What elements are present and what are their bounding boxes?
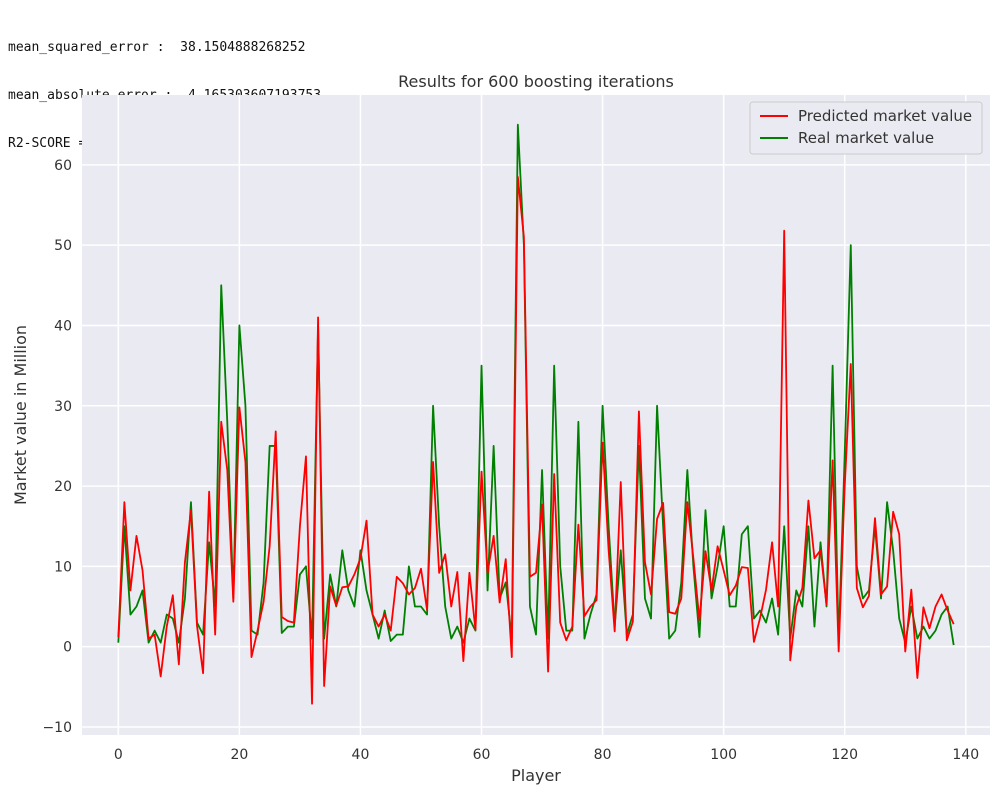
x-tick-label: 140	[952, 747, 979, 763]
legend-label: Real market value	[798, 129, 934, 147]
y-tick-label: 50	[54, 238, 72, 254]
y-tick-label: −10	[42, 720, 72, 736]
x-tick-label: 20	[230, 747, 248, 763]
legend-label: Predicted market value	[798, 107, 972, 125]
y-tick-label: 20	[54, 479, 72, 495]
y-tick-label: 10	[54, 559, 72, 575]
x-tick-label: 100	[710, 747, 737, 763]
y-tick-label: 60	[54, 158, 72, 174]
series-lines	[117, 123, 955, 705]
x-tick-label: 40	[352, 747, 370, 763]
y-tick-label: 40	[54, 318, 72, 334]
legend: Predicted market value Real market value	[749, 101, 983, 155]
predicted-series-line	[117, 176, 955, 705]
x-tick-label: 120	[831, 747, 858, 763]
legend-box	[749, 101, 983, 155]
y-tick-label: 30	[54, 399, 72, 415]
y-tick-label: 0	[63, 640, 72, 656]
chart-title: Results for 600 boosting iterations	[398, 72, 674, 91]
y-axis-label: Market value in Million	[11, 325, 30, 505]
axis-ticks: 0 20 40 60 80 100 120 140 −10 0 10 20 30 40 50 60	[42, 158, 979, 763]
mse-line: mean_squared_error : 38.1504888268252	[8, 40, 306, 55]
x-tick-label: 80	[594, 747, 612, 763]
x-tick-label: 0	[114, 747, 123, 763]
x-tick-label: 60	[473, 747, 491, 763]
x-axis-label: Player	[511, 766, 561, 785]
